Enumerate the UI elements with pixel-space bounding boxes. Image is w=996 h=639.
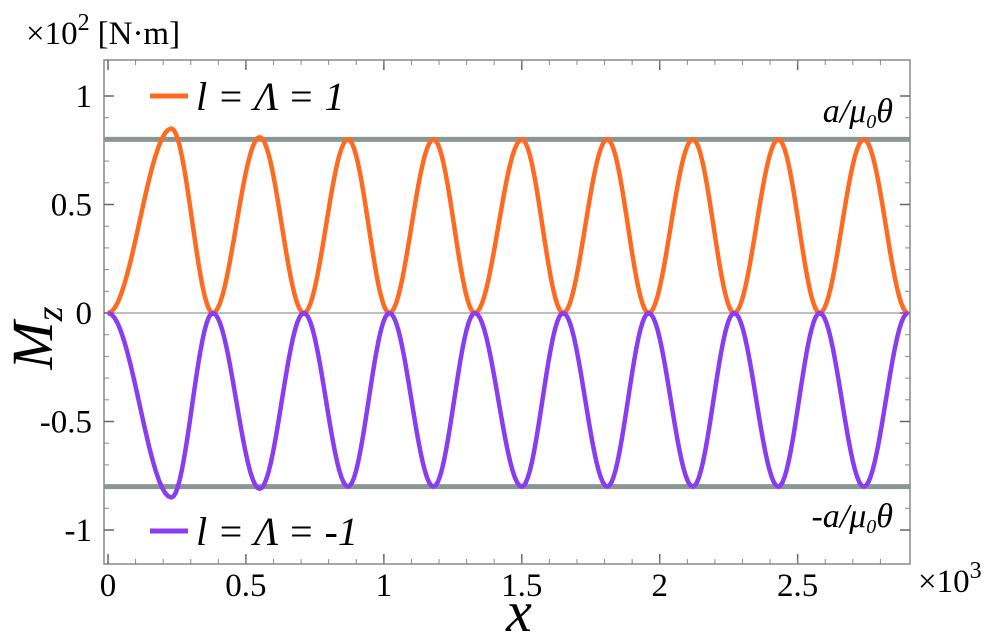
legend-label-negative: l = Λ = -1 [196,509,358,554]
x-tick-label: 0 [100,568,117,604]
y-tick-label: 1 [76,79,93,115]
x-multiplier-base: ×10 [918,564,970,600]
legend-entry-negative: l = Λ = -1 [150,509,358,554]
y-axis-title-main: M [0,319,65,371]
y-tick-label: 0 [76,296,93,332]
y-tick-label: 0.5 [51,188,92,224]
ref-label-positive: a/μ0θ [823,93,893,133]
legend-label-positive: l = Λ = 1 [196,74,345,119]
ref-label-negative-main: -a/μ [811,498,866,535]
y-tick-label: -0.5 [40,405,92,441]
ref-label-negative: -a/μ0θ [811,498,893,538]
ref-label-positive-main: a/μ [823,93,867,130]
legend-entry-positive: l = Λ = 1 [150,74,345,119]
series-group [107,126,909,500]
x-multiplier: ×103 [918,558,982,600]
y-multiplier: ×102 [N·m] [26,10,180,52]
x-tick-label: 1.5 [501,568,542,604]
ref-label-negative-end: θ [876,498,893,535]
x-tick-label: 1 [376,568,393,604]
ref-label-positive-end: θ [876,93,893,130]
ref-label-negative-sub: 0 [866,516,876,538]
x-multiplier-exp: 3 [970,558,982,584]
series-line-positive [107,126,909,316]
x-axis-title: x [505,579,532,639]
series-line-negative [107,310,909,500]
x-tick-label: 0.5 [225,568,266,604]
x-axis-ticks: 0 0.5 1 1.5 2 2.5 [100,60,881,604]
y-axis-title-sub: z [29,306,71,322]
x-tick-label: 2.5 [777,568,818,604]
y-multiplier-base: ×10 [26,16,78,52]
ref-label-positive-sub: 0 [866,111,876,133]
plot-frame [103,59,911,565]
y-axis-title: Mz [0,306,71,370]
x-tick-label: 2 [651,568,668,604]
y-tick-label: -1 [65,513,93,549]
y-unit: [N·m] [98,16,180,52]
y-axis-ticks: -1 -0.5 0 0.5 1 [40,79,910,549]
y-multiplier-exp: 2 [78,10,90,36]
